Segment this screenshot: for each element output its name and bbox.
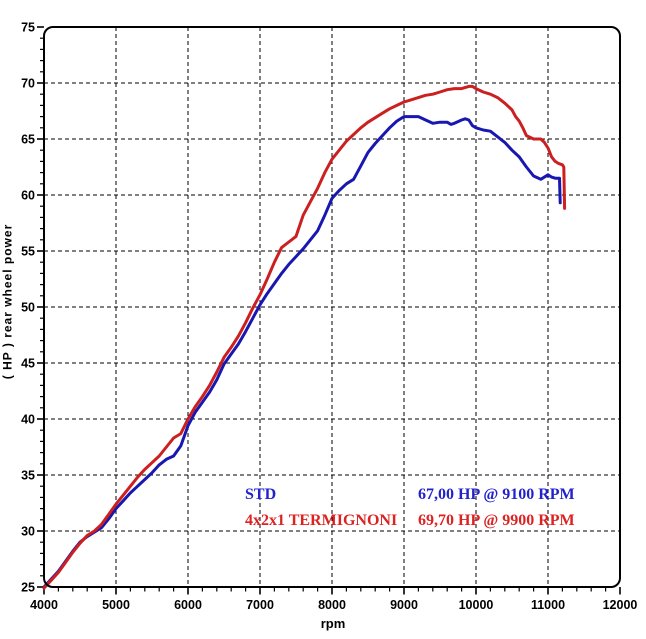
y-tick-label: 35 xyxy=(21,469,35,483)
x-tick-label: 8000 xyxy=(318,598,346,612)
y-tick-label: 75 xyxy=(21,21,35,35)
legend-row-termignoni: 4x2x1 TERMIGNONI 69,70 HP @ 9900 RPM xyxy=(245,512,575,538)
x-tick-label: 4000 xyxy=(30,598,58,612)
y-tick-label: 30 xyxy=(21,525,35,539)
legend-label-std: STD xyxy=(245,486,277,503)
plot-frame xyxy=(43,26,621,588)
y-tick-label: 60 xyxy=(21,189,35,203)
y-tick-label: 25 xyxy=(21,581,35,595)
x-tick-label: 12000 xyxy=(603,598,638,612)
x-tick-label: 5000 xyxy=(102,598,130,612)
y-tick-label: 50 xyxy=(21,301,35,315)
legend: STD 67,00 HP @ 9100 RPM 4x2x1 TERMIGNONI… xyxy=(245,486,575,538)
y-tick-label: 45 xyxy=(21,357,35,371)
legend-label-termignoni: 4x2x1 TERMIGNONI xyxy=(245,512,398,529)
x-axis-label: rpm xyxy=(320,616,346,631)
y-tick-label: 65 xyxy=(21,133,35,147)
legend-row-std: STD 67,00 HP @ 9100 RPM xyxy=(245,486,575,512)
y-tick-label: 40 xyxy=(21,413,35,427)
x-tick-label: 7000 xyxy=(246,598,274,612)
series-line-termignoni xyxy=(42,84,567,590)
legend-peak-std: 67,00 HP @ 9100 RPM xyxy=(418,486,575,503)
x-tick-label: 6000 xyxy=(174,598,202,612)
y-axis-label: ( HP ) rear wheel power xyxy=(0,223,15,380)
y-tick-label: 55 xyxy=(21,245,35,259)
legend-peak-termignoni: 69,70 HP @ 9900 RPM xyxy=(418,512,575,529)
x-tick-label: 9000 xyxy=(390,598,418,612)
series-line-std xyxy=(42,115,562,589)
y-tick-label: 70 xyxy=(21,77,35,91)
x-tick-label: 11000 xyxy=(531,598,565,612)
x-tick-label: 10000 xyxy=(459,598,494,612)
